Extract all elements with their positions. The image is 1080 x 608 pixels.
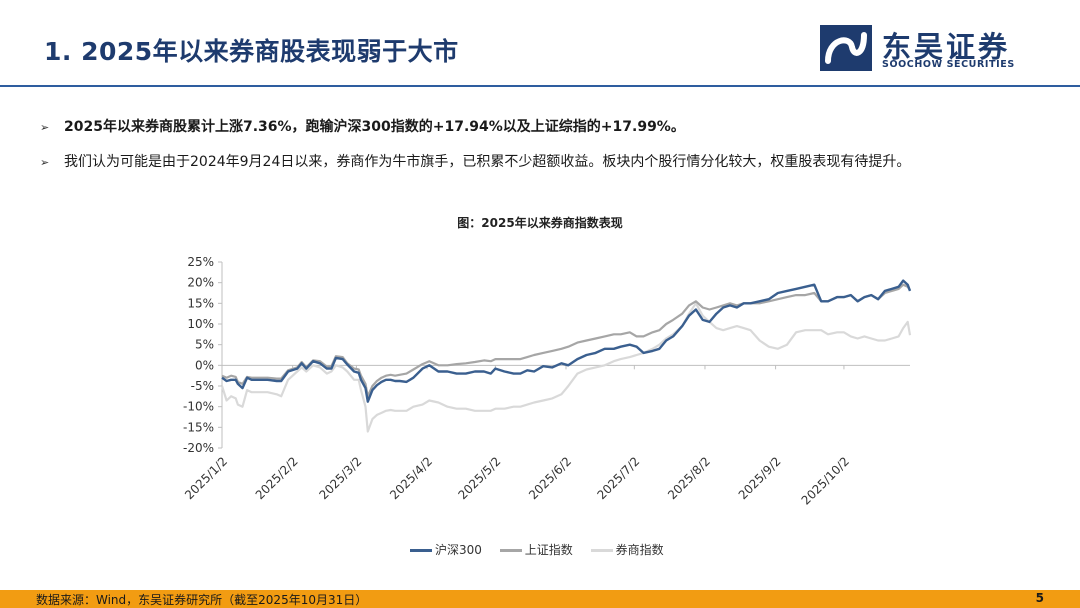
legend-swatch bbox=[590, 549, 613, 552]
y-tick-label: -5% bbox=[191, 379, 214, 393]
bullet-item: ➢ 我们认为可能是由于2024年9月24日以来，券商作为牛市旗手，已积累不少超额收… bbox=[40, 153, 910, 172]
soochow-logo-icon bbox=[820, 25, 872, 71]
legend-swatch bbox=[499, 549, 522, 552]
x-tick-label: 2025/5/2 bbox=[455, 454, 503, 502]
legend-item: 沪深300 bbox=[410, 541, 482, 558]
y-tick-label: -10% bbox=[183, 400, 214, 414]
chart-title: 图：2025年以来券商指数表现 bbox=[457, 216, 623, 230]
y-tick-label: 0% bbox=[195, 358, 214, 372]
legend-item: 上证指数 bbox=[499, 541, 573, 558]
series-line bbox=[221, 283, 911, 398]
bullet-text: 我们认为可能是由于2024年9月24日以来，券商作为牛市旗手，已积累不少超额收益… bbox=[64, 154, 911, 170]
y-tick-label: 20% bbox=[187, 276, 214, 290]
header-divider bbox=[0, 85, 1080, 87]
x-tick-label: 2025/6/2 bbox=[526, 454, 574, 502]
x-tick-label: 2025/2/2 bbox=[253, 454, 301, 502]
chart-legend: 沪深300 上证指数 券商指数 bbox=[410, 541, 678, 558]
y-tick-label: 25% bbox=[187, 255, 214, 269]
bullet-text: 2025年以来券商股累计上涨7.36%，跑输沪深300指数的+17.94%以及上… bbox=[64, 119, 685, 135]
legend-swatch bbox=[410, 549, 432, 552]
footer-bar: 数据来源：Wind，东吴证券研究所（截至2025年10月31日） 5 bbox=[0, 590, 1080, 608]
x-tick-label: 2025/3/2 bbox=[317, 454, 365, 502]
logo-chinese-text: 东吴证券 bbox=[882, 30, 1011, 64]
legend-label: 券商指数 bbox=[615, 543, 664, 557]
x-tick-label: 2025/8/2 bbox=[665, 454, 713, 502]
page-title: 1. 2025年以来券商股表现弱于大市 bbox=[44, 37, 459, 66]
arrow-bullet-icon: ➢ bbox=[40, 156, 50, 169]
source-note: 数据来源：Wind，东吴证券研究所（截至2025年10月31日） bbox=[36, 593, 368, 607]
y-tick-label: -15% bbox=[183, 420, 214, 434]
legend-label: 上证指数 bbox=[524, 543, 573, 557]
y-tick-label: 5% bbox=[195, 338, 214, 352]
y-tick-label: 15% bbox=[187, 296, 214, 310]
x-tick-label: 2025/10/2 bbox=[799, 454, 852, 507]
page-number: 5 bbox=[1035, 591, 1044, 605]
series-line bbox=[220, 302, 912, 433]
y-tick-label: 10% bbox=[187, 317, 214, 331]
x-tick-label: 2025/4/2 bbox=[387, 454, 435, 502]
x-tick-label: 2025/1/2 bbox=[182, 454, 230, 502]
bullet-item: ➢ 2025年以来券商股累计上涨7.36%，跑输沪深300指数的+17.94%以及… bbox=[40, 118, 685, 137]
x-tick-label: 2025/7/2 bbox=[594, 454, 642, 502]
logo-english-text: SOOCHOW SECURITIES bbox=[882, 59, 1015, 70]
y-tick-label: -20% bbox=[183, 441, 214, 455]
arrow-bullet-icon: ➢ bbox=[40, 121, 50, 134]
brand-logo: 东吴证券 SOOCHOW SECURITIES bbox=[820, 22, 1020, 74]
x-tick-label: 2025/9/2 bbox=[736, 454, 784, 502]
legend-item: 券商指数 bbox=[590, 541, 664, 558]
legend-label: 沪深300 bbox=[435, 543, 482, 557]
series-line bbox=[221, 279, 912, 403]
